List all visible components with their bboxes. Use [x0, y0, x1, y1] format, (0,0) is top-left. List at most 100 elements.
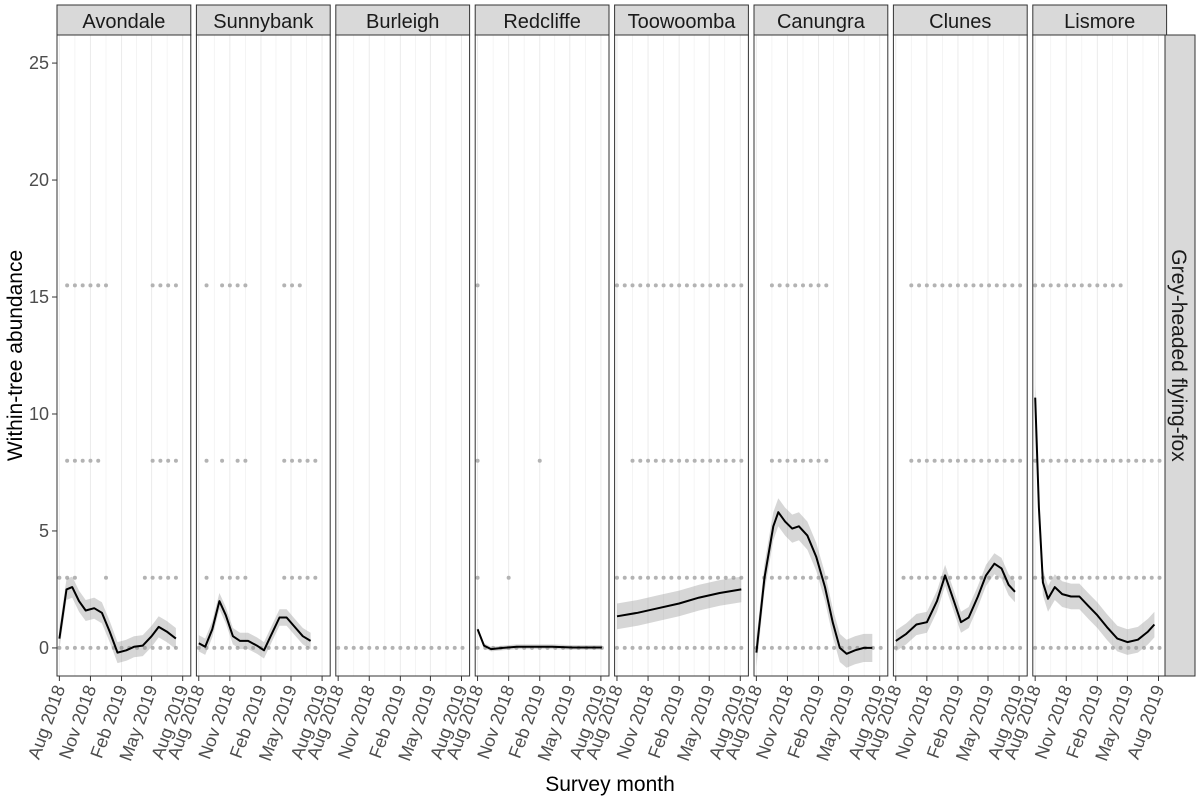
data-point — [769, 283, 774, 288]
data-point — [65, 283, 70, 288]
data-point — [204, 458, 209, 463]
data-point — [1149, 575, 1154, 580]
data-point — [661, 458, 666, 463]
data-point — [1079, 575, 1084, 580]
data-point — [723, 645, 728, 650]
data-point — [1110, 458, 1115, 463]
data-point — [359, 645, 364, 650]
data-point — [1118, 645, 1123, 650]
data-point — [700, 283, 705, 288]
data-point — [824, 645, 829, 650]
data-point — [80, 458, 85, 463]
data-point — [297, 283, 302, 288]
data-point — [708, 575, 713, 580]
data-point — [739, 645, 744, 650]
data-point — [994, 645, 999, 650]
facet-strip — [474, 4, 610, 36]
data-point — [1072, 575, 1077, 580]
confidence-band — [1035, 384, 1155, 655]
data-point — [638, 645, 643, 650]
data-point — [1002, 458, 1007, 463]
data-point — [715, 458, 720, 463]
data-point — [150, 283, 155, 288]
data-point — [96, 458, 101, 463]
data-point — [1018, 575, 1023, 580]
data-point — [971, 575, 976, 580]
smooth-line — [476, 628, 602, 651]
data-point — [227, 645, 232, 650]
data-point — [614, 575, 619, 580]
data-point — [940, 283, 945, 288]
data-point — [684, 283, 689, 288]
data-point — [251, 645, 256, 650]
data-point — [166, 458, 171, 463]
data-point — [901, 645, 906, 650]
data-point — [1040, 458, 1045, 463]
data-point — [793, 575, 798, 580]
data-point — [1010, 575, 1015, 580]
data-point — [630, 575, 635, 580]
data-point — [909, 283, 914, 288]
data-point — [88, 283, 93, 288]
data-point — [708, 458, 713, 463]
data-point — [382, 645, 387, 650]
data-point — [677, 458, 682, 463]
data-point — [731, 575, 736, 580]
facet-strip — [892, 4, 1028, 36]
data-point — [816, 458, 821, 463]
data-point — [638, 575, 643, 580]
data-point — [994, 283, 999, 288]
data-point — [646, 283, 651, 288]
data-point — [987, 458, 992, 463]
data-point — [955, 458, 960, 463]
data-point — [800, 575, 805, 580]
data-point — [1056, 645, 1061, 650]
data-point — [220, 283, 225, 288]
data-point — [715, 645, 720, 650]
data-point — [1033, 575, 1038, 580]
data-point — [173, 283, 178, 288]
data-point — [142, 645, 147, 650]
facet-strip-label: Toowoomba — [628, 11, 737, 33]
data-point — [235, 283, 240, 288]
data-point — [731, 645, 736, 650]
data-point — [166, 283, 171, 288]
y-tick-label: 0 — [39, 638, 49, 658]
data-point — [235, 458, 240, 463]
data-point — [166, 645, 171, 650]
data-point — [793, 283, 798, 288]
data-point — [924, 283, 929, 288]
facet-strip-label: Clunes — [929, 11, 991, 33]
data-point — [979, 645, 984, 650]
data-point — [917, 458, 922, 463]
data-point — [243, 645, 248, 650]
data-point — [80, 645, 85, 650]
data-point — [290, 283, 295, 288]
data-point — [1033, 458, 1038, 463]
data-point — [622, 283, 627, 288]
data-point — [777, 575, 782, 580]
y-axis-title: Within-tree abundance — [4, 250, 27, 461]
data-point — [878, 645, 883, 650]
data-point — [266, 645, 271, 650]
data-point — [297, 458, 302, 463]
row-facet-strip: Grey-headed flying-fox — [1164, 34, 1196, 677]
data-point — [622, 575, 627, 580]
data-point — [537, 458, 542, 463]
data-point — [948, 645, 953, 650]
smooth-line — [755, 511, 873, 655]
data-point — [282, 283, 287, 288]
data-point — [1103, 575, 1108, 580]
data-point — [103, 645, 108, 650]
data-point — [1018, 458, 1023, 463]
data-point — [731, 458, 736, 463]
data-point — [1048, 458, 1053, 463]
data-point — [932, 575, 937, 580]
data-point — [653, 458, 658, 463]
data-point — [96, 283, 101, 288]
facet-strip — [753, 4, 889, 36]
data-point — [614, 283, 619, 288]
data-point — [1157, 575, 1162, 580]
data-point — [1149, 645, 1154, 650]
data-point — [1056, 283, 1061, 288]
